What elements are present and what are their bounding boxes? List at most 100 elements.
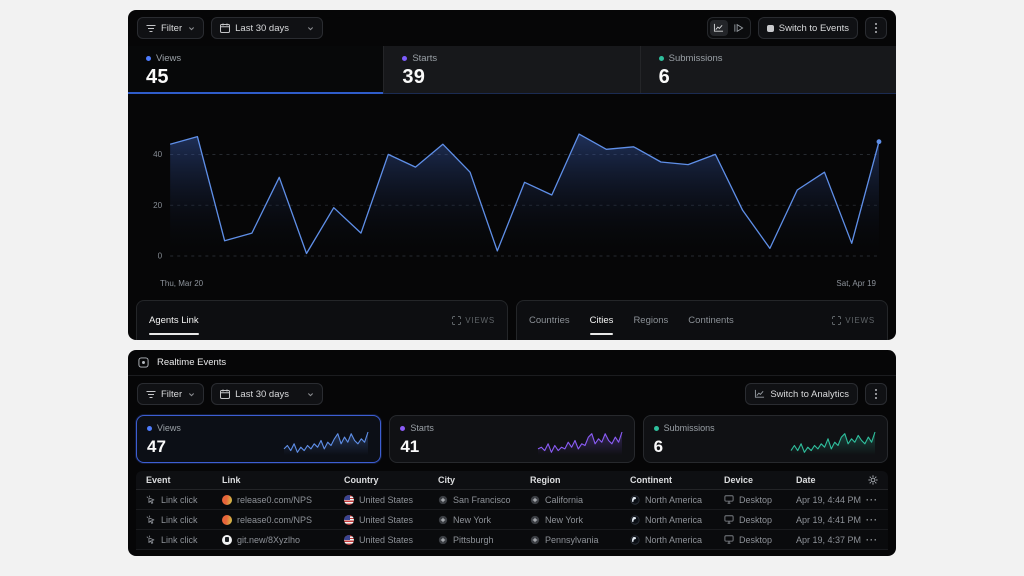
release0-favicon bbox=[222, 514, 232, 525]
filter-label: Filter bbox=[161, 388, 183, 400]
events-table: Event Link Country City Region Continent Devic… bbox=[136, 471, 888, 550]
column-header-continent[interactable]: Continent bbox=[630, 475, 672, 485]
release0-favicon bbox=[222, 494, 232, 505]
starts-dot-icon bbox=[400, 425, 406, 431]
stat-label: Submissions bbox=[663, 423, 715, 433]
switch-to-analytics-button[interactable]: Switch to Analytics bbox=[745, 383, 858, 405]
sparkline-views bbox=[283, 431, 369, 455]
cell-event: Link click bbox=[136, 535, 212, 545]
column-header-device[interactable]: Device bbox=[724, 475, 754, 485]
stat-value: 47 bbox=[147, 437, 166, 456]
stat-value: 6 bbox=[653, 437, 664, 456]
funnel-chart-icon bbox=[734, 23, 744, 33]
views-sort-label[interactable]: VIEWS bbox=[452, 316, 495, 325]
calendar-icon bbox=[220, 389, 231, 399]
geo-card: Countries Cities Regions Continents VIEWS bbox=[516, 300, 888, 340]
kebab-menu-icon bbox=[875, 389, 877, 399]
event-stat-card-submissions[interactable]: Submissions 6 bbox=[642, 415, 888, 463]
date-range-label: Last 30 days bbox=[235, 22, 289, 34]
analytics-breakdown-cards: Agents Link VIEWS Countries Cities Regions… bbox=[136, 300, 888, 340]
realtime-events-panel: Realtime Events Filter Last 30 days Swit… bbox=[128, 350, 896, 556]
views-sort-label[interactable]: VIEWS bbox=[832, 316, 875, 325]
more-menu-button[interactable] bbox=[865, 17, 887, 39]
switch-to-analytics-label: Switch to Analytics bbox=[770, 388, 849, 400]
date-range-button[interactable]: Last 30 days bbox=[211, 383, 324, 405]
stat-tab-submissions[interactable]: Submissions 6 bbox=[641, 46, 896, 93]
panel-title: Realtime Events bbox=[157, 357, 227, 368]
analytics-panel: Filter Last 30 days Switch to Events bbox=[128, 10, 896, 340]
cell-city: New York bbox=[428, 515, 520, 525]
views-dot-icon bbox=[147, 425, 152, 431]
line-chart-icon bbox=[714, 23, 724, 32]
chevron-down-icon bbox=[308, 392, 314, 396]
line-chart-icon bbox=[755, 389, 765, 398]
event-stat-cards: Views 47 Starts 41 Submissions 6 bbox=[128, 412, 896, 471]
views-area-chart: 0 20 40 bbox=[153, 133, 882, 261]
more-menu-button[interactable] bbox=[865, 383, 887, 405]
git-favicon bbox=[222, 534, 232, 545]
events-icon bbox=[766, 24, 774, 32]
tab-countries[interactable]: Countries bbox=[529, 315, 570, 326]
column-header-region[interactable]: Region bbox=[530, 475, 561, 485]
column-header-date[interactable]: Date bbox=[796, 475, 816, 485]
row-menu-button[interactable]: ··· bbox=[866, 514, 878, 525]
cell-event: Link click bbox=[136, 495, 212, 505]
column-header-link[interactable]: Link bbox=[222, 475, 241, 485]
date-range-button[interactable]: Last 30 days bbox=[211, 17, 324, 39]
funnel-view-button[interactable] bbox=[730, 20, 748, 36]
stat-label: Views bbox=[157, 423, 181, 433]
table-row[interactable]: Link click release0.com/NPS United State… bbox=[136, 490, 888, 510]
event-stat-card-starts[interactable]: Starts 41 bbox=[389, 415, 635, 463]
expand-icon bbox=[832, 316, 842, 325]
column-header-city[interactable]: City bbox=[438, 475, 456, 485]
cell-link: release0.com/NPS bbox=[212, 514, 334, 525]
analytics-toolbar: Filter Last 30 days Switch to Events bbox=[128, 10, 896, 46]
filter-button[interactable]: Filter bbox=[137, 17, 205, 39]
cell-device: Desktop bbox=[714, 495, 786, 505]
column-header-country[interactable]: Country bbox=[344, 475, 379, 485]
column-header-event[interactable]: Event bbox=[146, 475, 171, 485]
gear-icon[interactable] bbox=[868, 475, 878, 485]
us-flag-icon bbox=[344, 494, 354, 505]
filter-button[interactable]: Filter bbox=[137, 383, 205, 405]
events-toolbar: Filter Last 30 days Switch to Analytics bbox=[128, 376, 896, 412]
tab-continents[interactable]: Continents bbox=[688, 315, 734, 326]
cell-country: United States bbox=[334, 494, 428, 505]
chevron-down-icon bbox=[308, 26, 314, 30]
expand-icon bbox=[452, 316, 462, 325]
cell-date: Apr 19, 4:41 PM bbox=[796, 514, 862, 525]
us-flag-icon bbox=[344, 514, 354, 525]
cell-city: Pittsburgh bbox=[428, 535, 520, 545]
us-flag-icon bbox=[344, 534, 354, 545]
tab-cities[interactable]: Cities bbox=[589, 301, 613, 341]
cell-date: Apr 19, 4:37 PM bbox=[796, 534, 862, 545]
table-row[interactable]: Link click git.new/8Xyzlho United States… bbox=[136, 530, 888, 550]
table-row[interactable]: Link click release0.com/NPS United State… bbox=[136, 510, 888, 530]
switch-to-events-button[interactable]: Switch to Events bbox=[757, 17, 858, 39]
row-menu-button[interactable]: ··· bbox=[866, 534, 878, 545]
submissions-dot-icon bbox=[658, 56, 664, 61]
click-icon bbox=[146, 515, 155, 524]
desktop-icon bbox=[724, 515, 734, 524]
views-chart-area: 0 20 40 Thu, Mar 20 Sat, Apr 19 bbox=[128, 94, 896, 288]
tab-agents-link[interactable]: Agents Link bbox=[149, 301, 199, 341]
table-settings bbox=[864, 475, 888, 485]
tab-regions[interactable]: Regions bbox=[633, 315, 669, 326]
filter-label: Filter bbox=[161, 22, 183, 34]
stat-tab-starts[interactable]: Starts 39 bbox=[384, 46, 641, 93]
stat-value: 6 bbox=[658, 66, 671, 88]
stat-value: 39 bbox=[402, 66, 426, 88]
x-axis-end-label: Sat, Apr 19 bbox=[836, 279, 876, 288]
table-header-row: Event Link Country City Region Continent Devic… bbox=[136, 471, 888, 490]
cell-device: Desktop bbox=[714, 515, 786, 525]
kebab-menu-icon bbox=[875, 23, 877, 33]
event-stat-card-views[interactable]: Views 47 bbox=[136, 415, 382, 463]
stat-label: Views bbox=[156, 53, 182, 64]
cell-region: New York bbox=[520, 515, 620, 525]
line-chart-view-button[interactable] bbox=[709, 20, 728, 36]
row-menu-button[interactable]: ··· bbox=[866, 494, 878, 505]
realtime-events-header: Realtime Events bbox=[128, 350, 896, 376]
agents-link-card: Agents Link VIEWS bbox=[136, 300, 508, 340]
stat-tab-views[interactable]: Views 45 bbox=[128, 46, 385, 94]
views-dot-icon bbox=[146, 56, 151, 61]
